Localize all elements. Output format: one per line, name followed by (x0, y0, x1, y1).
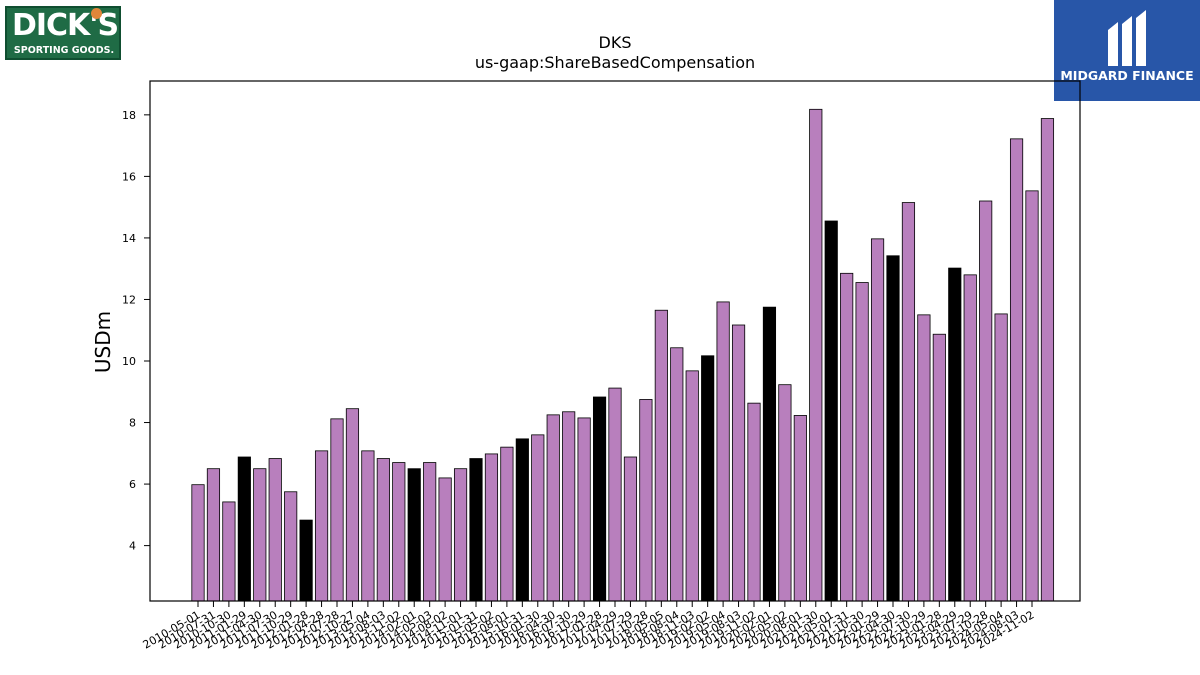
dicks-sporting-goods-logo: DICK'S SPORTING GOODS. (5, 6, 121, 60)
bar-53 (1009, 138, 1024, 602)
bar-54 (1025, 190, 1039, 602)
bar-38 (778, 384, 792, 602)
bar-28 (623, 456, 638, 602)
bar-47 (917, 314, 931, 602)
bar-18 (469, 458, 483, 602)
bar-6 (284, 491, 298, 602)
y-tick-label: 12 (122, 293, 136, 306)
bar-48 (932, 333, 946, 602)
bar-22 (531, 434, 545, 602)
bar-49 (948, 267, 962, 602)
bar-10 (345, 408, 360, 602)
bar-36 (747, 402, 761, 602)
bar-5 (268, 458, 282, 602)
bar-39 (793, 415, 807, 602)
bar-46 (901, 202, 916, 602)
bar-0 (191, 484, 205, 602)
y-tick-label: 14 (122, 232, 136, 245)
bar-50 (963, 274, 977, 602)
y-tick-label: 6 (129, 478, 136, 491)
plot-frame (149, 80, 1081, 602)
bar-55 (1040, 118, 1055, 602)
y-axis-label: USDm (91, 311, 115, 373)
y-tick-label: 8 (129, 417, 136, 430)
bar-45 (886, 255, 900, 602)
bar-32 (685, 370, 699, 602)
y-tick-label: 4 (129, 540, 136, 553)
bar-31 (670, 347, 684, 602)
bar-3 (237, 456, 251, 602)
bar-19 (484, 453, 499, 602)
bar-30 (654, 309, 668, 602)
bar-52 (994, 313, 1008, 602)
bar-40 (809, 108, 823, 602)
midgard-mark-icon (1108, 10, 1146, 66)
bar-27 (608, 387, 622, 602)
bar-series (191, 108, 1055, 602)
bar-41 (824, 220, 838, 602)
bar-20 (500, 446, 514, 602)
dks-logo-tagline: SPORTING GOODS. (13, 45, 115, 56)
bar-16 (438, 477, 452, 602)
bar-35 (731, 324, 746, 602)
bar-9 (330, 418, 344, 602)
bar-14 (407, 468, 421, 602)
bar-8 (314, 450, 329, 602)
bar-29 (639, 399, 653, 602)
bar-15 (423, 462, 437, 602)
chart-title: DKS (599, 33, 632, 52)
bar-21 (515, 438, 529, 602)
y-tick-label: 18 (122, 109, 136, 122)
bar-17 (453, 468, 468, 602)
bar-2 (222, 501, 236, 602)
bar-25 (577, 417, 591, 602)
midgard-logo-text: MIDGARD FINANCE (1060, 68, 1194, 83)
bar-7 (299, 519, 313, 602)
bar-12 (376, 458, 390, 602)
bar-24 (562, 411, 576, 602)
bar-13 (392, 462, 406, 602)
bar-26 (592, 396, 607, 602)
bar-42 (840, 272, 854, 602)
bar-23 (546, 414, 560, 602)
chart-subtitle: us-gaap:ShareBasedCompensation (475, 53, 755, 72)
bar-43 (855, 282, 869, 602)
x-axis-ticks: 2010-05-012010-07-312010-10-302011-01-29… (141, 601, 1037, 652)
bar-51 (979, 200, 993, 602)
bar-33 (701, 355, 715, 602)
y-tick-label: 10 (122, 355, 136, 368)
bar-34 (716, 301, 730, 602)
bar-4 (253, 468, 267, 602)
basketball-icon (91, 8, 102, 19)
y-axis-ticks: 4 6 8 10 12 14 16 18 (122, 109, 150, 553)
bar-11 (361, 450, 375, 602)
bar-44 (870, 238, 885, 602)
midgard-finance-logo: MIDGARD FINANCE (1054, 0, 1200, 101)
bar-37 (762, 306, 777, 602)
y-tick-label: 16 (122, 170, 136, 183)
bar-1 (206, 468, 221, 602)
